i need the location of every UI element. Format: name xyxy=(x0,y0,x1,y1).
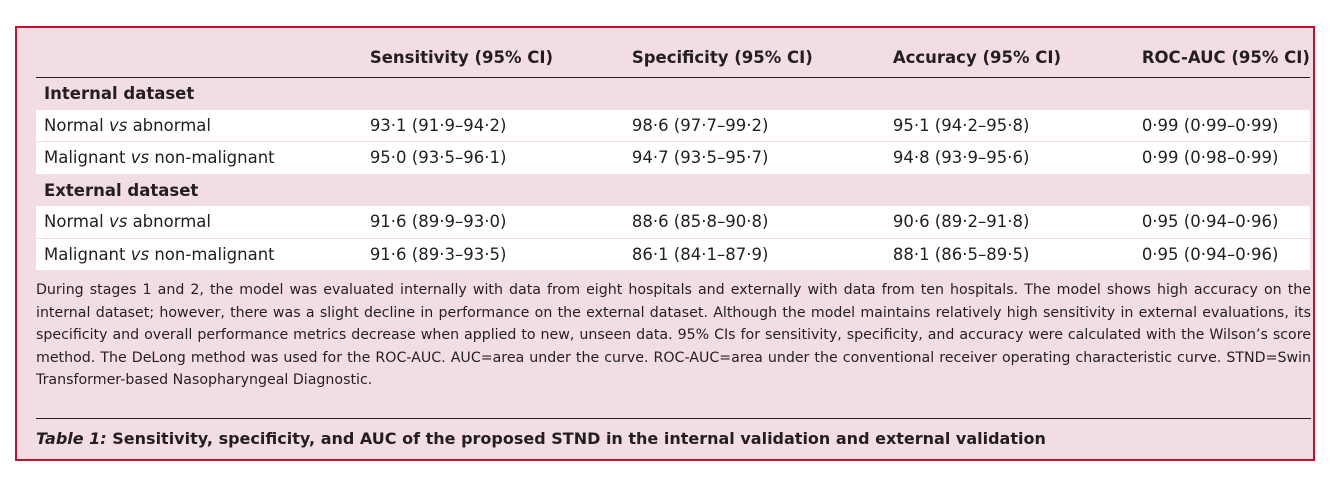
caption-label: Table 1: xyxy=(36,429,107,448)
table-header-row: Sensitivity (95% CI) Specificity (95% CI… xyxy=(36,37,1310,78)
header-accuracy: Accuracy (95% CI) xyxy=(892,37,1142,78)
header-specificity: Specificity (95% CI) xyxy=(631,37,893,78)
row-label-part: abnormal xyxy=(127,115,211,135)
cell-accuracy: 90·6 (89·2–91·8) xyxy=(892,206,1142,239)
row-label: Malignant vs non-malignant xyxy=(36,238,370,271)
row-label: Normal vs abnormal xyxy=(36,109,370,142)
row-label-part: Malignant xyxy=(44,244,131,264)
header-sensitivity: Sensitivity (95% CI) xyxy=(369,37,632,78)
row-label-part: Normal xyxy=(44,115,109,135)
table-footnote: During stages 1 and 2, the model was eva… xyxy=(36,282,1311,389)
table-panel: Sensitivity (95% CI) Specificity (95% CI… xyxy=(15,26,1315,461)
cell-roc-auc: 0·99 (0·99–0·99) xyxy=(1141,109,1310,142)
cell-accuracy: 88·1 (86·5–89·5) xyxy=(892,238,1142,271)
section-title: Internal dataset xyxy=(44,84,195,104)
row-label: Malignant vs non-malignant xyxy=(36,141,370,175)
caption-divider xyxy=(36,418,1311,419)
row-label-part: non-malignant xyxy=(149,244,275,264)
cell-roc-auc: 0·95 (0·94–0·96) xyxy=(1141,238,1310,271)
cell-specificity: 94·7 (93·5–95·7) xyxy=(631,141,893,175)
table-row: Normal vs abnormal 93·1 (91·9–94·2) 98·6… xyxy=(36,109,1310,142)
cell-sensitivity: 91·6 (89·9–93·0) xyxy=(369,206,632,239)
cell-accuracy: 95·1 (94·2–95·8) xyxy=(892,109,1142,142)
row-label-vs: vs xyxy=(108,115,128,135)
header-roc-auc: ROC-AUC (95% CI) xyxy=(1141,37,1310,78)
row-label-part: Malignant xyxy=(44,148,131,168)
cell-specificity: 98·6 (97·7–99·2) xyxy=(631,109,893,142)
table-row: Normal vs abnormal 91·6 (89·9–93·0) 88·6… xyxy=(36,206,1310,239)
cell-roc-auc: 0·95 (0·94–0·96) xyxy=(1141,206,1310,239)
row-label: Normal vs abnormal xyxy=(36,206,370,239)
section-title: External dataset xyxy=(44,180,199,200)
header-empty xyxy=(36,37,370,78)
caption-text: Sensitivity, specificity, and AUC of the… xyxy=(106,429,1046,448)
row-label-vs: vs xyxy=(108,212,128,232)
cell-sensitivity: 91·6 (89·3–93·5) xyxy=(369,238,632,271)
row-label-part: abnormal xyxy=(127,212,211,232)
table-row: Malignant vs non-malignant 95·0 (93·5–96… xyxy=(36,141,1310,175)
row-label-vs: vs xyxy=(130,244,150,264)
cell-accuracy: 94·8 (93·9–95·6) xyxy=(892,141,1142,175)
table-caption: Table 1: Sensitivity, specificity, and A… xyxy=(36,429,1046,448)
cell-roc-auc: 0·99 (0·98–0·99) xyxy=(1141,141,1310,175)
cell-sensitivity: 93·1 (91·9–94·2) xyxy=(369,109,632,142)
cell-specificity: 88·6 (85·8–90·8) xyxy=(631,206,893,239)
row-label-vs: vs xyxy=(130,148,150,168)
section-row-external: External dataset xyxy=(36,174,1310,206)
row-label-part: Normal xyxy=(44,212,109,232)
table-row: Malignant vs non-malignant 91·6 (89·3–93… xyxy=(36,238,1310,271)
row-label-part: non-malignant xyxy=(149,148,275,168)
cell-specificity: 86·1 (84·1–87·9) xyxy=(631,238,893,271)
cell-sensitivity: 95·0 (93·5–96·1) xyxy=(369,141,632,175)
results-table: Sensitivity (95% CI) Specificity (95% CI… xyxy=(36,37,1310,271)
section-row-internal: Internal dataset xyxy=(36,78,1310,110)
